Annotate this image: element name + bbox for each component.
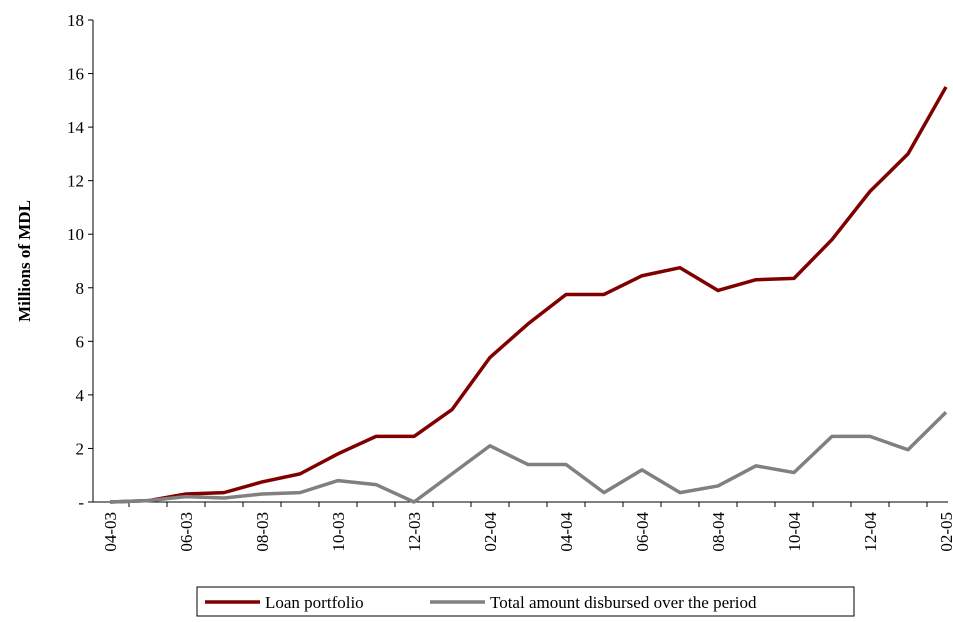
x-tick-label: 10-03	[329, 512, 348, 552]
x-tick-label: 04-04	[557, 512, 576, 552]
x-tick-label: 06-03	[177, 512, 196, 552]
x-tick-label: 08-03	[253, 512, 272, 552]
x-tick-label: 02-04	[481, 512, 500, 552]
x-tick-label: 06-04	[633, 512, 652, 552]
y-tick-label: 6	[76, 332, 85, 351]
y-tick-label: 4	[76, 386, 85, 405]
y-tick-label: 8	[76, 279, 85, 298]
legend-box	[196, 586, 855, 617]
x-tick-label: 02-05	[937, 512, 953, 552]
data-line	[109, 411, 948, 504]
y-axis-title: Millions of MDL	[15, 200, 34, 322]
x-tick-label: 08-04	[709, 512, 728, 552]
legend-label: Loan portfolio	[265, 593, 364, 612]
data-line	[109, 86, 948, 504]
legend-label: Total amount disbursed over the period	[490, 593, 757, 612]
y-tick-label: 12	[67, 172, 84, 191]
y-tick-label: 16	[67, 65, 84, 84]
x-tick-label: 10-04	[785, 512, 804, 552]
y-tick-label: -	[78, 493, 84, 512]
x-tick-label: 12-03	[405, 512, 424, 552]
y-tick-label: 2	[76, 439, 85, 458]
y-tick-label: 18	[67, 11, 84, 30]
y-tick-label: 10	[67, 225, 84, 244]
y-tick-label: 14	[67, 118, 85, 137]
x-tick-label: 04-03	[101, 512, 120, 552]
x-tick-label: 12-04	[861, 512, 880, 552]
